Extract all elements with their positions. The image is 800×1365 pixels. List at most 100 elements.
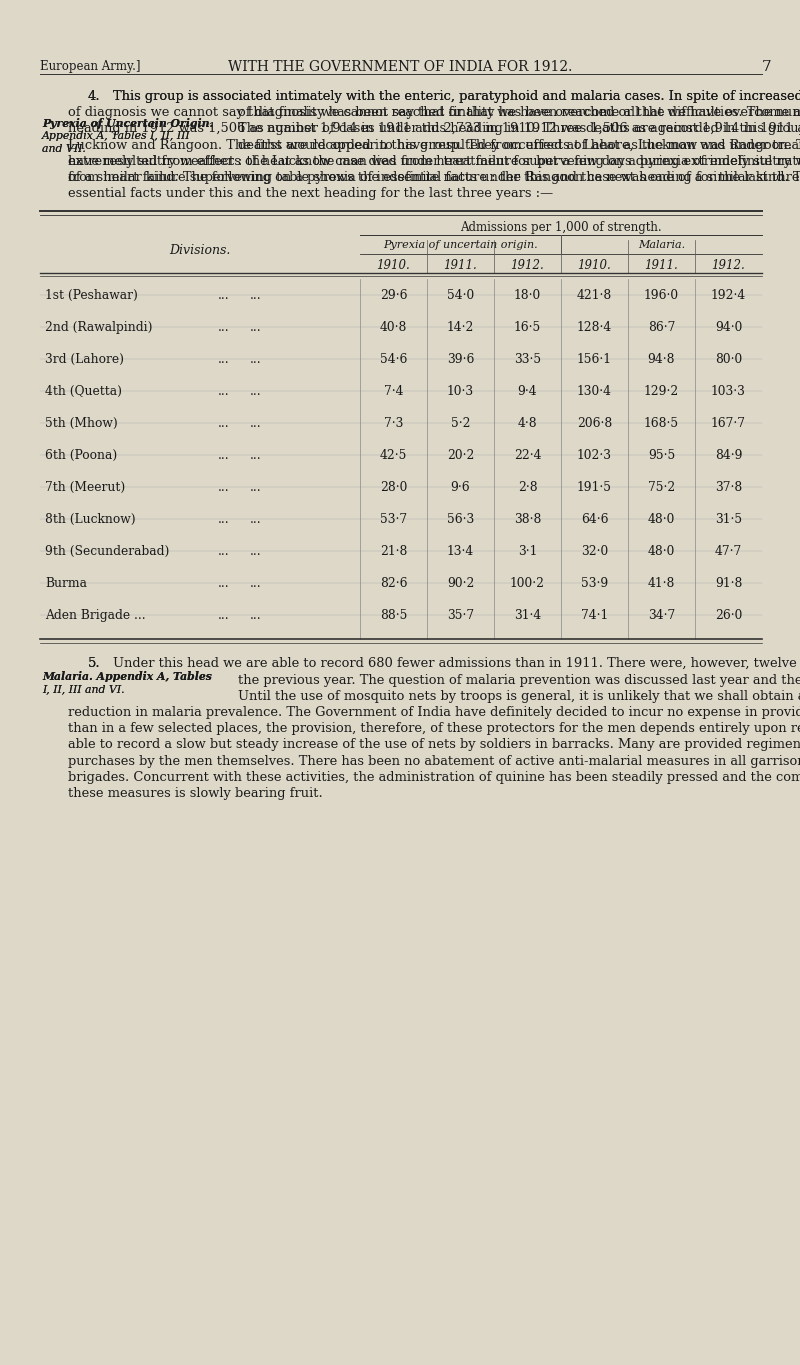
Text: 48·0: 48·0 bbox=[648, 513, 675, 527]
Text: This group is associated intimately with the enteric, paratyphoid and malaria ca: This group is associated intimately with… bbox=[113, 90, 800, 102]
Text: 7·3: 7·3 bbox=[384, 418, 403, 430]
Text: 7·4: 7·4 bbox=[384, 385, 403, 399]
Text: 1st (Peshawar): 1st (Peshawar) bbox=[45, 289, 138, 303]
Text: ...: ... bbox=[250, 385, 262, 399]
Text: 54·0: 54·0 bbox=[447, 289, 474, 303]
Text: 88·5: 88·5 bbox=[380, 609, 407, 622]
Text: Aden Brigade ...: Aden Brigade ... bbox=[45, 609, 146, 622]
Text: 4.: 4. bbox=[88, 90, 101, 102]
Text: 3·1: 3·1 bbox=[518, 546, 537, 558]
Text: ...: ... bbox=[218, 546, 230, 558]
Text: extremely sultry weather : the Lucknow case died from heart failure supervening : extremely sultry weather : the Lucknow c… bbox=[68, 154, 800, 168]
Text: 3rd (Lahore): 3rd (Lahore) bbox=[45, 354, 124, 366]
Text: 102·3: 102·3 bbox=[577, 449, 612, 463]
Text: ...: ... bbox=[218, 482, 230, 494]
Text: 9th (Secunderabad): 9th (Secunderabad) bbox=[45, 546, 170, 558]
Text: ...: ... bbox=[218, 418, 230, 430]
Text: ...: ... bbox=[250, 321, 262, 334]
Text: 1910.: 1910. bbox=[377, 259, 410, 273]
Text: Until the use of mosquito nets by troops is general, it is unlikely that we shal: Until the use of mosquito nets by troops… bbox=[238, 689, 800, 703]
Text: The number of cases under this heading in 1912 was 1,506 as against 1,914 in 191: The number of cases under this heading i… bbox=[238, 123, 800, 135]
Bar bbox=[40, 81, 770, 379]
Text: ...: ... bbox=[250, 418, 262, 430]
Text: 100·2: 100·2 bbox=[510, 577, 545, 591]
Text: of diagnosis we cannot say that finality has been reached or that we have overco: of diagnosis we cannot say that finality… bbox=[68, 106, 800, 119]
Text: 130·4: 130·4 bbox=[577, 385, 612, 399]
Text: Divisions.: Divisions. bbox=[170, 244, 230, 258]
Text: 94·0: 94·0 bbox=[715, 321, 742, 334]
Text: 206·8: 206·8 bbox=[577, 418, 612, 430]
Text: brigades. Concurrent with these activities, the administration of quinine has be: brigades. Concurrent with these activiti… bbox=[68, 771, 800, 784]
Text: ...: ... bbox=[250, 513, 262, 527]
Text: essential facts under this and the next heading for the last three years :—: essential facts under this and the next … bbox=[68, 187, 553, 201]
Text: 56·3: 56·3 bbox=[447, 513, 474, 527]
Text: 191·5: 191·5 bbox=[577, 482, 612, 494]
Text: 29·6: 29·6 bbox=[380, 289, 407, 303]
Text: Pyrexia of uncertain origin.: Pyrexia of uncertain origin. bbox=[383, 240, 538, 250]
Text: heading in 1912 was 1,506 as against 1,914 in 1911 and 2,733 in 1910. Three deat: heading in 1912 was 1,506 as against 1,9… bbox=[68, 123, 800, 135]
Text: 7: 7 bbox=[762, 60, 772, 74]
Text: 31·4: 31·4 bbox=[514, 609, 541, 622]
Text: 90·2: 90·2 bbox=[447, 577, 474, 591]
Text: 21·8: 21·8 bbox=[380, 546, 407, 558]
Text: 40·8: 40·8 bbox=[380, 321, 407, 334]
Text: than in a few selected places, the provision, therefore, of these protectors for: than in a few selected places, the provi… bbox=[68, 722, 800, 736]
Text: Lucknow and Rangoon. The first would appear to have resulted from effects of hea: Lucknow and Rangoon. The first would app… bbox=[68, 139, 800, 152]
Text: ...: ... bbox=[218, 354, 230, 366]
Text: 10·3: 10·3 bbox=[447, 385, 474, 399]
Text: 14·2: 14·2 bbox=[447, 321, 474, 334]
Text: Pyrexia of Uncertain Origin.: Pyrexia of Uncertain Origin. bbox=[42, 117, 214, 130]
Text: 4·8: 4·8 bbox=[518, 418, 538, 430]
Text: 20·2: 20·2 bbox=[447, 449, 474, 463]
Text: 95·5: 95·5 bbox=[648, 449, 675, 463]
Text: I, II, III and VI.: I, II, III and VI. bbox=[42, 684, 125, 695]
Text: 38·8: 38·8 bbox=[514, 513, 541, 527]
Text: 53·9: 53·9 bbox=[581, 577, 608, 591]
Text: 28·0: 28·0 bbox=[380, 482, 407, 494]
Text: 54·6: 54·6 bbox=[380, 354, 407, 366]
Text: ...: ... bbox=[218, 385, 230, 399]
Text: Malaria.: Malaria. bbox=[638, 240, 685, 250]
Text: 1911.: 1911. bbox=[444, 259, 478, 273]
Text: 80·0: 80·0 bbox=[715, 354, 742, 366]
Text: Malaria. Appendix A, Tables: Malaria. Appendix A, Tables bbox=[42, 672, 212, 682]
Text: 156·1: 156·1 bbox=[577, 354, 612, 366]
Text: 103·3: 103·3 bbox=[711, 385, 746, 399]
Text: 168·5: 168·5 bbox=[644, 418, 679, 430]
Text: from heart failure supervening on a pyrexia of indefinite nature : the Rangoon c: from heart failure supervening on a pyre… bbox=[68, 171, 800, 184]
Text: 1912.: 1912. bbox=[712, 259, 746, 273]
Text: 18·0: 18·0 bbox=[514, 289, 541, 303]
Text: of a similar kind. The following table shows the essential facts under this and : of a similar kind. The following table s… bbox=[68, 171, 800, 184]
Text: Under this head we are able to record 680 fewer admissions than in 1911. There w: Under this head we are able to record 68… bbox=[113, 658, 800, 670]
Text: able to record a slow but steady increase of the use of nets by soldiers in barr: able to record a slow but steady increas… bbox=[68, 738, 800, 751]
Text: the previous year. The question of malaria prevention was discussed last year an: the previous year. The question of malar… bbox=[238, 673, 800, 687]
Text: 5.: 5. bbox=[88, 658, 101, 670]
Text: 48·0: 48·0 bbox=[648, 546, 675, 558]
Text: 2·8: 2·8 bbox=[518, 482, 538, 494]
Text: Appendix A, Tables I, II, III: Appendix A, Tables I, II, III bbox=[42, 131, 190, 141]
Text: ...: ... bbox=[250, 289, 262, 303]
Text: 84·9: 84·9 bbox=[714, 449, 742, 463]
Text: and VII.: and VII. bbox=[42, 143, 86, 154]
Text: ...: ... bbox=[218, 577, 230, 591]
Text: 37·8: 37·8 bbox=[715, 482, 742, 494]
Text: and VII.: and VII. bbox=[42, 143, 86, 154]
Text: 9·4: 9·4 bbox=[518, 385, 538, 399]
Text: European Army.]: European Army.] bbox=[40, 60, 141, 72]
Text: 196·0: 196·0 bbox=[644, 289, 679, 303]
Text: 91·8: 91·8 bbox=[715, 577, 742, 591]
Text: ...: ... bbox=[218, 609, 230, 622]
Text: 1912.: 1912. bbox=[510, 259, 544, 273]
Text: Pyrexia of Uncertain Origin.: Pyrexia of Uncertain Origin. bbox=[42, 117, 214, 130]
Text: 421·8: 421·8 bbox=[577, 289, 612, 303]
Text: 7th (Meerut): 7th (Meerut) bbox=[45, 482, 126, 494]
Text: 26·0: 26·0 bbox=[715, 609, 742, 622]
Text: 13·4: 13·4 bbox=[447, 546, 474, 558]
Text: 74·1: 74·1 bbox=[581, 609, 608, 622]
Text: ...: ... bbox=[250, 609, 262, 622]
Text: ...: ... bbox=[218, 289, 230, 303]
Text: these measures is slowly bearing fruit.: these measures is slowly bearing fruit. bbox=[68, 788, 322, 800]
Text: 1910.: 1910. bbox=[578, 259, 611, 273]
Text: 5.: 5. bbox=[88, 658, 101, 670]
Text: 1911.: 1911. bbox=[645, 259, 678, 273]
